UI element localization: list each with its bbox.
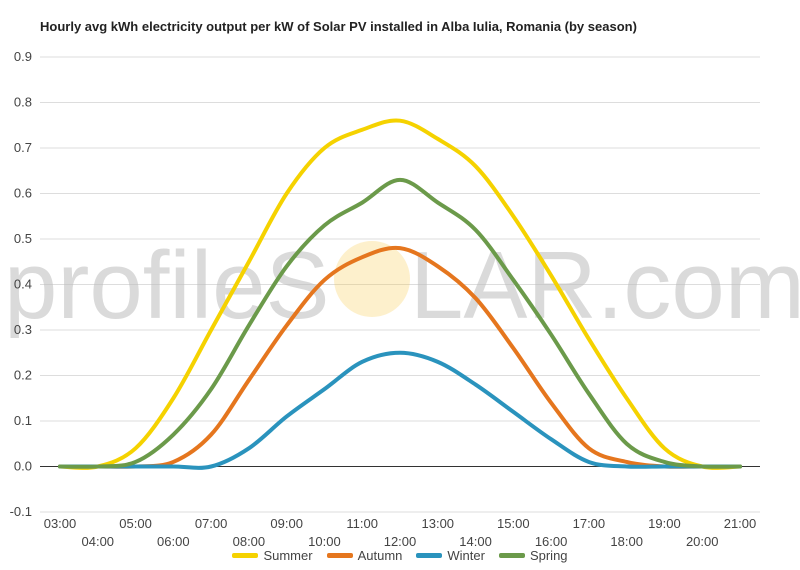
x-tick-label: 15:00 xyxy=(497,516,530,531)
series-line-summer xyxy=(58,118,742,470)
legend-swatch xyxy=(498,553,525,559)
series-line-winter xyxy=(58,350,742,470)
y-tick-label: 0.4 xyxy=(14,277,32,292)
watermark-text-right: LAR.com xyxy=(410,232,800,339)
x-tick-label: 21:00 xyxy=(724,516,757,531)
y-tick-label: 0.3 xyxy=(14,322,32,337)
series-line-autumn xyxy=(58,245,742,469)
x-tick-label: 10:00 xyxy=(308,534,341,549)
y-tick-label: 0.7 xyxy=(14,140,32,155)
y-tick-label: -0.1 xyxy=(10,504,32,519)
legend-item-summer[interactable]: Summer xyxy=(232,548,313,563)
series-layer xyxy=(58,118,742,470)
x-tick-label: 09:00 xyxy=(270,516,303,531)
legend-label: Summer xyxy=(263,548,313,563)
x-axis-ticks: 03:00 04:00 05:00 06:00 07:00 08:00 09:00 10:00… xyxy=(44,516,757,549)
x-tick-label: 08:00 xyxy=(233,534,266,549)
watermark-text-left: profileS xyxy=(4,232,330,339)
x-tick-label: 13:00 xyxy=(422,516,455,531)
x-tick-label: 11:00 xyxy=(346,516,378,531)
watermark: profileS LAR.com xyxy=(4,232,800,339)
x-tick-label: 06:00 xyxy=(157,534,190,549)
legend-swatch xyxy=(232,553,259,559)
series-line-spring xyxy=(58,177,742,469)
legend-item-spring[interactable]: Spring xyxy=(498,548,568,563)
x-tick-label: 18:00 xyxy=(610,534,643,549)
x-tick-label: 12:00 xyxy=(384,534,417,549)
y-tick-label: 0.0 xyxy=(14,459,32,474)
y-tick-label: 0.9 xyxy=(14,49,32,64)
x-tick-label: 16:00 xyxy=(535,534,568,549)
legend-item-autumn[interactable]: Autumn xyxy=(326,548,403,563)
x-tick-label: 20:00 xyxy=(686,534,719,549)
legend-swatch xyxy=(416,553,443,559)
legend-label: Winter xyxy=(447,548,485,563)
x-tick-label: 03:00 xyxy=(44,516,77,531)
y-tick-label: 0.6 xyxy=(14,186,32,201)
y-tick-label: 0.2 xyxy=(14,368,32,383)
legend-item-winter[interactable]: Winter xyxy=(416,548,485,563)
chart-title: Hourly avg kWh electricity output per kW… xyxy=(40,19,637,34)
x-tick-label: 17:00 xyxy=(573,516,606,531)
x-tick-label: 19:00 xyxy=(648,516,681,531)
legend-label: Autumn xyxy=(357,548,403,563)
y-tick-label: 0.1 xyxy=(14,413,32,428)
y-tick-label: 0.5 xyxy=(14,231,32,246)
legend: Summer Autumn Winter Spring xyxy=(0,548,800,563)
x-tick-label: 04:00 xyxy=(82,534,115,549)
x-tick-label: 07:00 xyxy=(195,516,228,531)
x-tick-label: 14:00 xyxy=(459,534,492,549)
x-tick-label: 05:00 xyxy=(119,516,152,531)
y-tick-label: 0.8 xyxy=(14,95,32,110)
legend-swatch xyxy=(326,553,353,559)
y-axis-ticks: -0.1 0.0 0.1 0.2 0.3 0.4 0.5 0.6 0.7 0.8 0.9 xyxy=(10,49,32,519)
legend-label: Spring xyxy=(529,548,568,563)
